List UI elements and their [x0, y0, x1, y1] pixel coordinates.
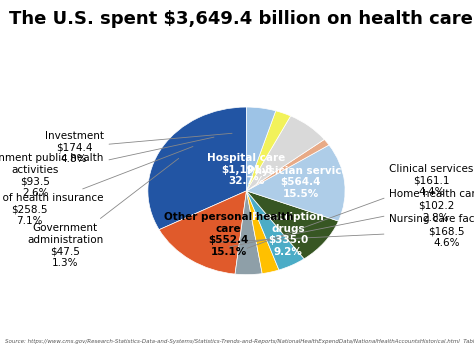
Text: Government public health
activities
$93.5
2.6%: Government public health activities $93.…: [0, 137, 214, 198]
Wedge shape: [246, 111, 291, 191]
Text: Source: https://www.cms.gov/Research-Statistics-Data-and-Systems/Statistics-Tren: Source: https://www.cms.gov/Research-Sta…: [5, 339, 474, 344]
Text: Clinical services
$161.1
4.4%: Clinical services $161.1 4.4%: [247, 164, 474, 248]
Wedge shape: [246, 191, 304, 270]
Wedge shape: [246, 145, 345, 221]
Text: Other personal health
care
$552.4
15.1%: Other personal health care $552.4 15.1%: [164, 212, 293, 257]
Wedge shape: [246, 116, 324, 191]
Wedge shape: [246, 191, 279, 273]
Wedge shape: [159, 191, 246, 274]
Wedge shape: [246, 139, 329, 191]
Wedge shape: [246, 191, 338, 259]
Wedge shape: [246, 107, 276, 191]
Text: Net cost of health insurance
$258.5
7.1%: Net cost of health insurance $258.5 7.1%: [0, 146, 193, 226]
Wedge shape: [235, 191, 262, 275]
Text: Prescription
drugs
$335.0
9.2%: Prescription drugs $335.0 9.2%: [252, 212, 324, 257]
Text: The U.S. spent $3,649.4 billion on health care in 2018 – where did it go?: The U.S. spent $3,649.4 billion on healt…: [9, 10, 474, 28]
Text: Government
administration
$47.5
1.3%: Government administration $47.5 1.3%: [27, 158, 179, 268]
Text: Nursing care facilities
$168.5
4.6%: Nursing care facilities $168.5 4.6%: [212, 214, 474, 248]
Text: Hospital care
$1,191.8
32.7%: Hospital care $1,191.8 32.7%: [207, 153, 286, 186]
Wedge shape: [148, 107, 246, 230]
Text: Investment
$174.4
4.8%: Investment $174.4 4.8%: [45, 131, 232, 164]
Text: Physician services
$564.4
15.5%: Physician services $564.4 15.5%: [247, 166, 355, 199]
Text: Home health care
$102.2
2.8%: Home health care $102.2 2.8%: [229, 189, 474, 247]
